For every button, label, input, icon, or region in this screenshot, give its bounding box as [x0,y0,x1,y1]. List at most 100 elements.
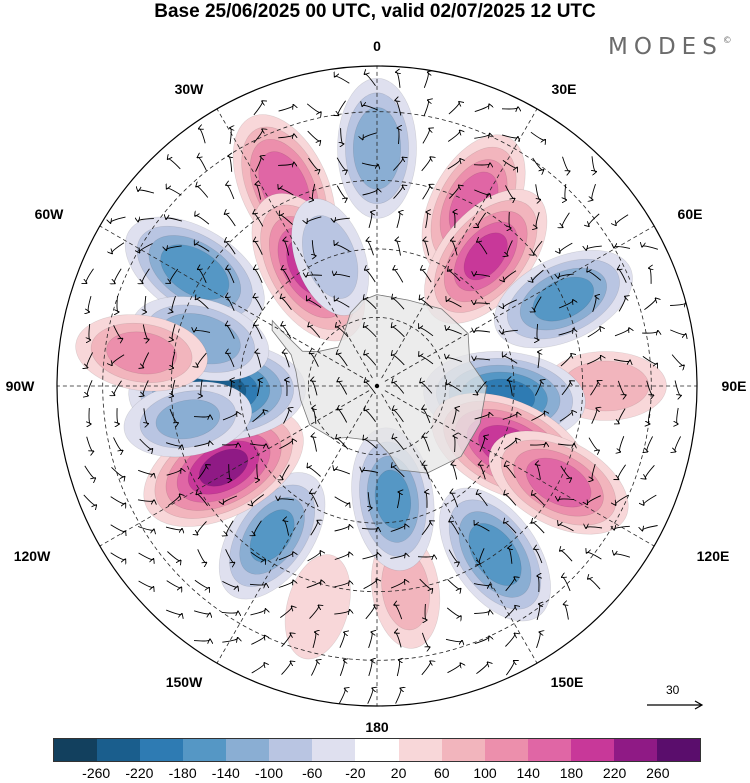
colorbar-tick-label: -180 [168,765,197,781]
anomaly-contour [463,232,508,281]
wind-vector [336,327,349,338]
wind-vector [168,494,180,506]
wind-vector [589,213,600,226]
wind-vector [278,163,294,166]
wind-vector [592,183,596,200]
wind-vector [392,327,405,338]
wind-vector [365,270,376,283]
wind-vector [310,493,319,508]
wind-vector [226,297,235,311]
wind-vector [390,525,405,532]
wind-vector [505,185,515,198]
colorbar-bin-14 [656,739,700,761]
wind-vector [253,101,263,116]
wind-vector [536,211,540,228]
wind-vector [334,469,350,475]
lon-label-120w: 120W [13,548,51,564]
meridian-line [384,390,655,547]
wind-vector [505,466,516,479]
wind-vector [474,134,489,139]
wind-vector [138,580,154,587]
wind-vector [306,580,321,589]
wind-vector [534,240,543,255]
wind-vector [586,527,603,528]
wind-vector [337,381,348,395]
colorbar-ticks: -260 -220 -180 -140 -100 -60 -20 20 60 100 140 180 2… [53,764,701,782]
wind-vector [502,160,517,168]
lon-label-90e: 90E [721,378,747,394]
wind-vector [334,553,349,560]
wind-vector [88,295,92,312]
wind-vector [530,443,546,445]
wind-vector [252,494,265,506]
wind-vector [564,604,569,620]
wind-vector [423,437,430,452]
wind-vector [138,469,154,474]
wind-vector [193,639,210,641]
wind-vector [282,269,291,283]
wind-vector [423,100,428,116]
wind-vector [425,603,427,620]
wind-vector [367,688,373,704]
wind-vector [423,72,428,88]
wind-vector [361,162,378,166]
wind-vector [451,464,458,480]
wind-vector [537,576,539,593]
lon-label-60e: 60E [677,206,703,222]
wind-vector [363,439,378,449]
wind-vector [197,521,207,534]
colorbar-tick-label: 180 [559,765,584,781]
lon-label-180: 180 [365,719,389,735]
meridian-line [381,393,538,664]
wind-vector [425,212,428,229]
wind-vector [167,188,182,196]
wind-vector [452,408,456,425]
wind-vector [587,327,601,338]
wind-vector [501,107,518,109]
wind-vector [362,553,378,560]
wind-vector [532,157,544,170]
meridian-line [99,390,370,547]
wind-vector [198,269,207,283]
wind-vector [310,353,319,367]
wind-vector [254,325,263,339]
wind-vector [226,325,235,339]
wind-vector [335,245,350,252]
wind-vector [337,354,348,367]
wind-vector [532,523,545,534]
wind-vector [417,555,434,557]
wind-vector [138,552,154,559]
wind-vector [364,354,377,366]
wind-vector [534,549,543,564]
wind-vector [505,577,515,592]
wind-vector [644,494,657,505]
wind-vector [168,159,181,170]
wind-vector [306,103,321,113]
wind-vector [475,524,490,532]
wind-vector [312,408,316,424]
wind-vector [616,214,629,225]
wind-vector [536,632,541,649]
wind-vector [334,496,350,504]
wind-vector [336,157,347,171]
colorbar-tick-label: 20 [390,765,407,781]
wind-vector [89,323,90,340]
wind-vector [307,130,321,141]
wind-vector [478,212,487,227]
meridian-line [384,225,655,382]
wind-vector [83,494,96,505]
wind-vector [618,269,627,283]
wind-vector [592,296,596,313]
wind-vector [279,439,292,450]
wind-vector [193,610,210,614]
wind-vector [451,241,458,256]
lon-label-150w: 150W [165,674,203,690]
wind-vector [392,355,405,366]
wind-vector [139,438,153,449]
wind-vector [338,100,346,115]
wind-vector [674,380,681,396]
colorbar-bin-3 [183,739,227,761]
wind-vector [615,494,629,505]
colorbar-bin-0 [54,739,98,761]
wind-vector [341,128,344,144]
